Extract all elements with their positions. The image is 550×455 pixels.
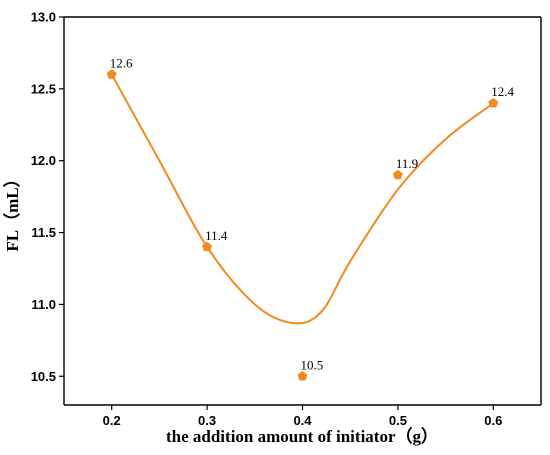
data-point: [392, 169, 403, 180]
x-tick-label: 0.2: [103, 413, 121, 428]
x-tick-label: 0.5: [389, 413, 407, 428]
data-point: [297, 371, 308, 381]
data-label: 11.9: [396, 156, 418, 171]
y-tick-label: 12.5: [31, 81, 56, 96]
y-axis-ticks: 10.5 11.0 11.5 12.0 12.5 13.0: [31, 10, 64, 384]
data-point: [202, 241, 213, 252]
data-label: 10.5: [301, 357, 324, 372]
x-axis-title: the addition amount of initiator（g）: [166, 426, 438, 446]
x-tick-label: 0.3: [198, 413, 216, 428]
data-points: [106, 69, 499, 381]
data-point: [106, 69, 117, 79]
y-tick-label: 11.5: [31, 225, 56, 240]
y-tick-label: 12.0: [31, 153, 56, 168]
data-label: 11.4: [205, 228, 228, 243]
data-label: 12.6: [110, 55, 133, 70]
fit-curve-layer: [110, 73, 494, 325]
x-axis-ticks: 0.2 0.3 0.4 0.5 0.6: [103, 405, 502, 428]
x-tick-label: 0.4: [293, 413, 312, 428]
fit-curve: [110, 73, 494, 325]
y-tick-label: 13.0: [31, 10, 56, 25]
data-label: 12.4: [491, 84, 514, 99]
data-point: [488, 98, 499, 108]
data-labels: 12.6 11.4 10.5 11.9 12.4: [110, 55, 515, 372]
x-tick-label: 0.6: [484, 413, 502, 428]
y-axis-title: FL（mL）: [2, 170, 22, 251]
y-tick-label: 10.5: [31, 369, 56, 384]
y-tick-label: 11.0: [31, 297, 56, 312]
